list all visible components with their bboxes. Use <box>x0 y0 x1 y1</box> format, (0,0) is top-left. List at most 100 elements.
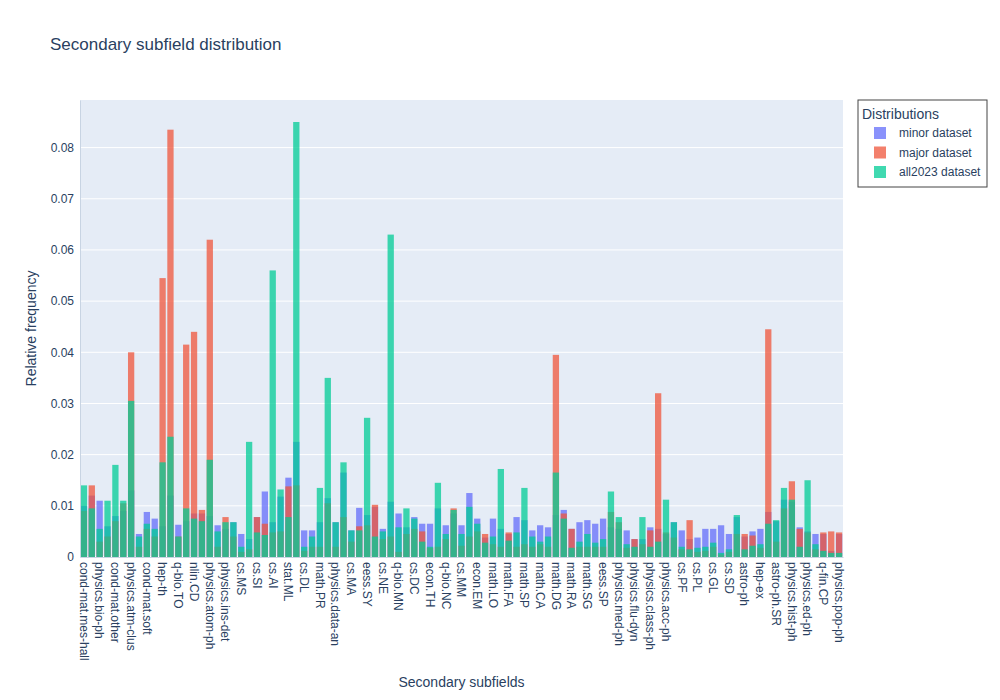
grid-line <box>80 301 843 302</box>
x-tick-label: cs.MM <box>454 562 468 597</box>
bar <box>482 534 488 557</box>
x-tick: cs.MS <box>234 557 248 595</box>
grid-line <box>80 147 843 148</box>
legend-label: all2023 dataset <box>899 165 981 179</box>
bar <box>718 553 724 557</box>
x-tick-label: cs.NE <box>376 562 390 594</box>
x-tick: cond-mat.mes-hall <box>77 557 91 661</box>
bar <box>246 442 252 557</box>
bar <box>293 122 299 557</box>
x-tick-label: physics.acc-ph <box>659 562 673 641</box>
bar <box>757 544 763 557</box>
bar <box>356 508 362 557</box>
y-tick-label: 0.05 <box>51 294 75 308</box>
x-tick: physics.med-ph <box>612 557 626 646</box>
bar <box>97 529 103 557</box>
bar <box>545 527 551 557</box>
bar <box>765 524 771 557</box>
x-tick: eess.SY <box>360 557 374 607</box>
x-tick-label: cs.DL <box>297 562 311 593</box>
grid-line <box>80 198 843 199</box>
bar <box>458 525 464 557</box>
bar <box>120 501 126 557</box>
y-tick: 0.02 <box>51 448 80 462</box>
x-tick-label: physics.pop-ph <box>832 562 846 643</box>
bar <box>671 522 677 557</box>
x-tick-label: physics.atm-clus <box>124 562 138 651</box>
x-tick: physics.ed-ph <box>800 557 814 636</box>
bar <box>561 510 567 557</box>
bar <box>529 537 535 557</box>
bar <box>222 517 228 557</box>
bar <box>167 130 173 557</box>
bar <box>458 534 464 557</box>
x-tick-label: physics.ins-det <box>218 562 232 642</box>
x-tick-label: physics.med-ph <box>612 562 626 646</box>
bar <box>789 481 795 557</box>
y-tick-label: 0.07 <box>51 192 75 206</box>
x-tick-label: hep-th <box>155 562 169 596</box>
chart-title: Secondary subfield distribution <box>50 35 282 54</box>
x-tick: econ.EM <box>470 557 484 609</box>
x-tick-label: astro-ph.SR <box>769 562 783 626</box>
bar <box>749 531 755 557</box>
x-tick-label: math.PR <box>313 562 327 609</box>
x-tick: cs.AI <box>266 557 280 589</box>
x-tick: cs.PF <box>675 557 689 593</box>
bar <box>443 525 449 557</box>
bar <box>600 539 606 557</box>
bar <box>655 393 661 557</box>
bar <box>576 542 582 557</box>
x-tick-label: physics.hist-ph <box>785 562 799 641</box>
bar <box>466 493 472 557</box>
x-tick-label: math.CA <box>533 562 547 609</box>
legend-box <box>858 100 987 187</box>
bar <box>285 517 291 557</box>
x-tick-label: nlin.CD <box>187 562 201 602</box>
bar <box>285 486 291 557</box>
x-tick: cs.PL <box>690 557 704 592</box>
chart: Secondary subfield distribution 00.010.02… <box>0 0 1000 700</box>
bar <box>411 519 417 557</box>
x-tick-label: cs.MS <box>234 562 248 595</box>
x-tick: math.RA <box>564 557 578 609</box>
bar <box>482 543 488 557</box>
x-tick-label: cs.AI <box>266 562 280 589</box>
bar <box>568 548 574 557</box>
x-tick-label: physics.data-an <box>328 562 342 646</box>
x-tick: math.FA <box>501 557 515 607</box>
x-tick: cs.MM <box>454 557 468 597</box>
bar <box>545 537 551 557</box>
bar <box>419 531 425 557</box>
y-axis: 00.010.020.030.040.050.060.070.08 <box>51 101 81 565</box>
bar <box>254 517 260 557</box>
bar <box>506 532 512 557</box>
x-tick-label: physics.class-ph <box>643 562 657 650</box>
x-tick: cs.MA <box>344 557 358 595</box>
bar <box>679 530 685 557</box>
x-tick: physics.atm-clus <box>124 557 138 651</box>
x-tick: math.SP <box>517 557 531 608</box>
grid <box>80 148 843 557</box>
x-tick: hep-th <box>155 557 169 596</box>
bar <box>175 537 181 557</box>
legend-swatch <box>874 147 886 159</box>
x-tick-label: math.SG <box>580 562 594 609</box>
x-tick: econ.TH <box>423 557 437 607</box>
x-tick: cond-mat.other <box>108 557 122 643</box>
bar <box>175 525 181 557</box>
x-tick-label: math.LO <box>486 562 500 608</box>
x-tick: q-bio.NC <box>439 557 453 610</box>
x-tick: cs.SD <box>722 557 736 594</box>
bar <box>136 537 142 557</box>
bar <box>435 483 441 557</box>
bar <box>128 401 134 557</box>
bar <box>159 462 165 557</box>
x-tick: cs.DC <box>407 557 421 595</box>
bar <box>474 524 480 557</box>
bar <box>136 534 142 557</box>
y-tick: 0.07 <box>51 192 80 206</box>
bar <box>191 514 197 557</box>
legend-title: Distributions <box>862 106 939 122</box>
x-tick-label: eess.SY <box>360 562 374 607</box>
